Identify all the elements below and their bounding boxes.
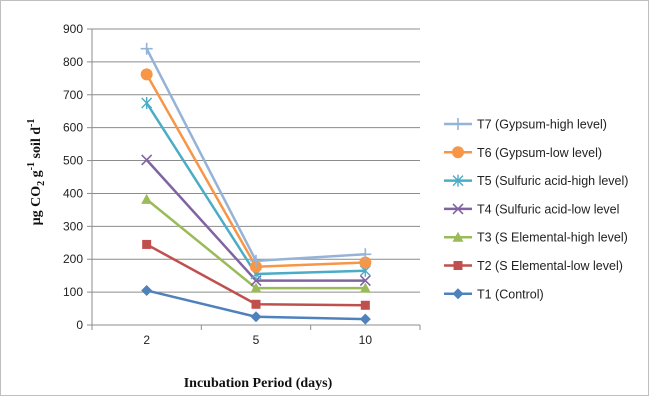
legend: T7 (Gypsum-high level) T6 (Gypsum-low lev… [444,118,628,301]
data-point [250,311,262,323]
x-tick-label: 10 [359,333,373,347]
series-diamond [141,284,371,325]
y-tick-label: 300 [63,219,83,233]
data-point [141,193,153,204]
y-tick-label: 900 [63,22,83,36]
legend-marker [452,146,464,159]
data-point [140,68,153,81]
legend-label: T2 (S Elemental-low level) [477,259,623,273]
legend-label: T7 (Gypsum-high level) [477,118,607,132]
axes [87,28,421,330]
legend-label: T3 (S Elemental-high level) [477,231,628,245]
data-point [250,254,262,267]
data-point [359,248,372,261]
data-point [142,239,152,249]
data-point [141,284,153,296]
legend-marker [452,231,464,242]
legend-label: T6 (Gypsum-low level) [477,146,602,160]
legend-label: T4 (Sulfuric acid-low level [477,202,619,216]
series-triangle [141,193,371,293]
data-point [140,42,153,55]
series-x [141,154,371,287]
y-axis-label: µg CO2 g-1 soil d-1 [26,119,47,226]
y-tick-label: 0 [76,318,83,332]
data-point [360,300,370,310]
data-point [359,275,371,287]
series-star [141,97,371,281]
data-point [359,282,371,293]
legend-marker [453,261,463,270]
series-plus [140,42,372,267]
y-tick-label: 400 [63,186,83,200]
x-tick-labels: 2 5 10 [143,333,372,347]
y-tick-labels: 0 100 200 300 400 500 600 700 800 900 [63,22,83,332]
data-point [141,97,153,109]
legend-label: T5 (Sulfuric acid-high level) [477,174,628,188]
y-tick-label: 200 [63,252,83,266]
y-tick-label: 700 [63,88,83,102]
y-tick-label: 600 [63,121,83,135]
legend-marker [452,174,464,187]
y-tick-label: 800 [63,55,83,69]
legend-marker [452,288,464,300]
y-tick-label: 500 [63,154,83,168]
x-axis-label: Incubation Period (days) [184,376,333,391]
y-tick-label: 100 [63,285,83,299]
legend-marker [452,118,464,130]
x-tick-label: 2 [143,333,150,347]
legend-marker [452,203,464,215]
legend-label: T1 (Control) [477,287,544,301]
x-tick-label: 5 [253,333,260,347]
series-group [140,42,372,325]
data-point [250,282,262,293]
series-square [142,239,370,310]
data-point [251,299,261,309]
data-point [359,313,371,325]
data-point [141,154,153,166]
